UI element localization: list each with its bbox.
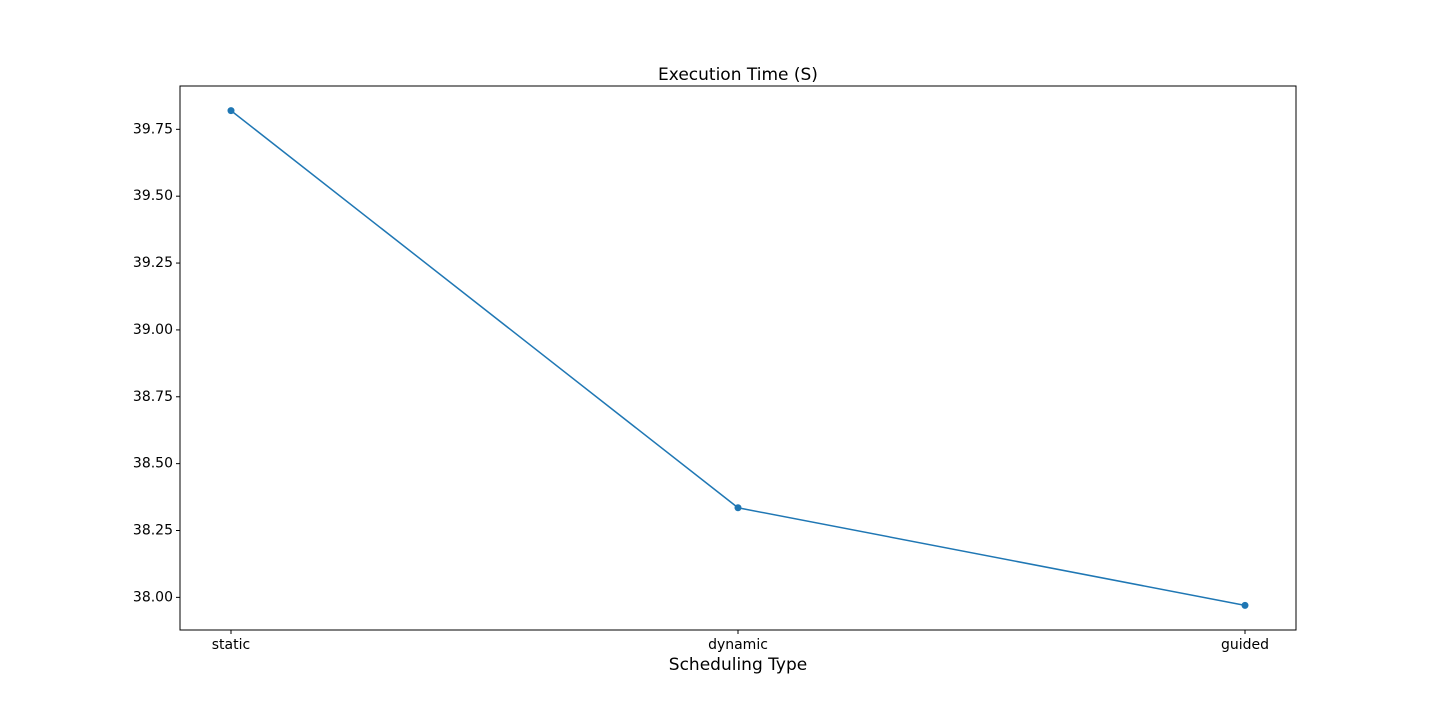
y-tick-label: 39.25 (133, 255, 173, 271)
data-point-guided (1241, 601, 1249, 609)
x-tick-label: static (212, 637, 250, 653)
plot-area (227, 107, 1249, 609)
data-point-dynamic (734, 504, 742, 512)
y-axis: 38.00 38.25 38.50 38.75 39.00 39.25 39.50 39.75 (133, 121, 180, 605)
y-tick-label: 38.25 (133, 523, 173, 539)
x-axis-label: Scheduling Type (669, 655, 807, 675)
y-tick-label: 39.50 (133, 188, 173, 204)
y-tick-label: 39.75 (133, 121, 173, 137)
y-tick-label: 38.00 (133, 589, 173, 605)
y-tick-label: 38.50 (133, 456, 173, 472)
y-tick-label: 39.00 (133, 322, 173, 338)
y-tick-label: 38.75 (133, 389, 173, 405)
chart-title: Execution Time (S) (658, 65, 818, 85)
plot-frame (179, 85, 1297, 631)
data-point-static (227, 107, 235, 115)
x-axis: static dynamic guided (212, 630, 1269, 653)
x-tick-label: guided (1221, 637, 1269, 653)
x-tick-label: dynamic (708, 637, 768, 653)
